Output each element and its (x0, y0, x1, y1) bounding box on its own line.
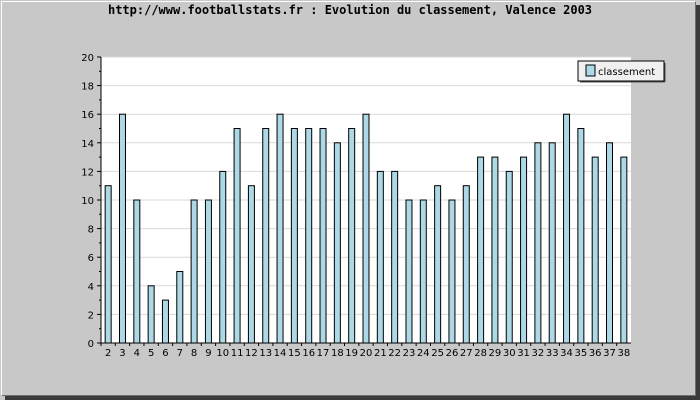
x-tick-label: 31 (517, 348, 530, 359)
y-tick-label: 16 (81, 110, 94, 121)
x-tick-label: 29 (489, 348, 502, 359)
bar (219, 170, 227, 344)
x-tick-label: 6 (162, 348, 168, 359)
x-tick-label: 15 (288, 348, 301, 359)
bar (376, 170, 384, 344)
bar (233, 128, 241, 344)
x-tick-label: 34 (560, 348, 573, 359)
legend: classement (577, 60, 666, 83)
x-axis-ticks: 2 3 4 5 6 7 8 9 10 11 12 13 14 15 16 17 18 19 20 21 22 23 24 25… (100, 343, 630, 359)
y-tick-label: 2 (88, 310, 94, 321)
x-tick-label: 24 (417, 348, 430, 359)
y-tick-label: 20 (81, 53, 94, 64)
x-tick-label: 11 (231, 348, 244, 359)
bar (133, 199, 141, 344)
bar (348, 128, 356, 344)
x-tick-label: 27 (460, 348, 473, 359)
x-tick-label: 13 (259, 348, 272, 359)
x-tick-label: 26 (446, 348, 459, 359)
bar (104, 185, 112, 344)
y-tick-label: 12 (81, 167, 94, 178)
x-tick-label: 5 (148, 348, 154, 359)
x-tick-label: 21 (374, 348, 387, 359)
x-tick-label: 4 (134, 348, 140, 359)
bar (161, 299, 169, 344)
bar (333, 142, 341, 344)
x-tick-label: 18 (331, 348, 344, 359)
bar (118, 113, 126, 344)
bar (204, 199, 212, 344)
bar (362, 113, 370, 344)
bar (290, 128, 298, 344)
legend-swatch (585, 64, 596, 77)
x-tick-label: 30 (503, 348, 516, 359)
bar (147, 285, 155, 344)
x-tick-label: 12 (245, 348, 258, 359)
y-tick-label: 0 (88, 339, 94, 350)
x-tick-label: 32 (532, 348, 545, 359)
x-tick-label: 35 (574, 348, 587, 359)
x-tick-label: 37 (603, 348, 616, 359)
bar (405, 199, 413, 344)
bar (247, 185, 255, 344)
legend-label: classement (598, 67, 655, 78)
x-tick-label: 9 (205, 348, 211, 359)
x-tick-label: 28 (474, 348, 487, 359)
bar (534, 142, 542, 344)
bar (305, 128, 313, 344)
x-tick-label: 3 (119, 348, 125, 359)
x-tick-label: 19 (345, 348, 358, 359)
x-tick-label: 22 (388, 348, 401, 359)
x-tick-label: 17 (317, 348, 330, 359)
bar (448, 199, 456, 344)
y-tick-label: 6 (88, 253, 94, 264)
x-tick-label: 23 (403, 348, 416, 359)
x-tick-label: 10 (216, 348, 229, 359)
y-tick-label: 10 (81, 196, 94, 207)
x-tick-label: 16 (302, 348, 315, 359)
bar (276, 113, 284, 344)
chart-title: http://www.footballstats.fr : Evolution … (107, 3, 593, 17)
bar (606, 142, 614, 344)
bar (176, 271, 184, 344)
y-tick-label: 14 (81, 139, 94, 150)
bar (477, 156, 485, 344)
bar (591, 156, 599, 344)
bar (262, 128, 270, 344)
bar (190, 199, 198, 344)
x-tick-label: 20 (360, 348, 373, 359)
bar (491, 156, 499, 344)
legend-box (577, 60, 665, 82)
x-tick-label: 14 (274, 348, 287, 359)
bar (520, 156, 528, 344)
x-tick-label: 33 (546, 348, 559, 359)
bar (620, 156, 628, 344)
x-tick-label: 38 (617, 348, 630, 359)
y-axis-ticks: 0 2 4 6 8 10 12 14 16 18 20 (81, 53, 101, 350)
bar (548, 142, 556, 344)
y-tick-label: 8 (88, 225, 94, 236)
x-tick-label: 2 (105, 348, 111, 359)
x-tick-label: 25 (431, 348, 444, 359)
y-tick-label: 18 (81, 82, 94, 93)
bar (391, 170, 399, 344)
x-tick-label: 36 (589, 348, 602, 359)
bar (577, 128, 585, 344)
x-tick-label: 7 (177, 348, 183, 359)
x-tick-label: 8 (191, 348, 197, 359)
bar (434, 185, 442, 344)
bar (462, 185, 470, 344)
bar (563, 113, 571, 344)
y-tick-label: 4 (88, 282, 94, 293)
bar (505, 170, 513, 344)
bar (319, 128, 327, 344)
bar (419, 199, 427, 344)
